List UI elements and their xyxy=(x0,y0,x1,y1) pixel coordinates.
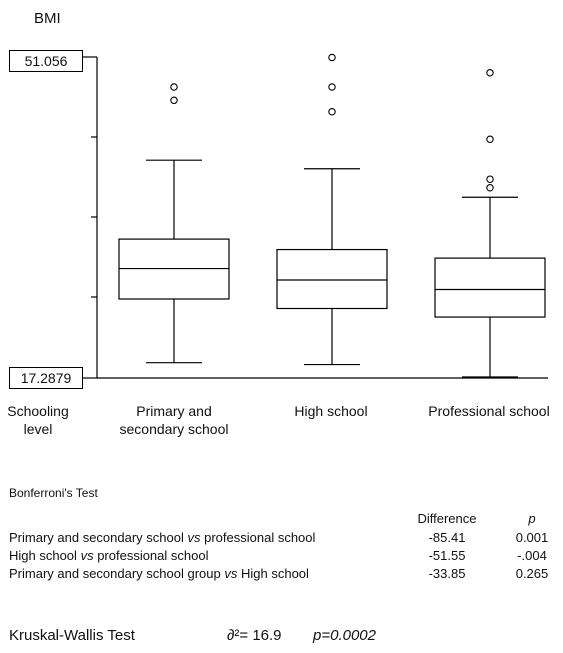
col-header-difference: Difference xyxy=(417,511,477,526)
row-vs: vs xyxy=(224,566,238,581)
category-label-line: High school xyxy=(294,403,368,419)
x-axis-label-line-1: Schooling xyxy=(7,403,69,419)
category-label-line: Primary and xyxy=(136,403,212,419)
y-tick-min: 17.2879 xyxy=(9,367,83,389)
category-label-professional-school: Professional school xyxy=(418,402,560,420)
outlier-point xyxy=(486,68,494,77)
bonferroni-row-3-p: 0.265 xyxy=(515,566,549,581)
y-tick-max: 51.056 xyxy=(9,50,83,72)
row-group-b: professional school xyxy=(97,548,209,563)
row-group-b: High school xyxy=(240,566,309,581)
kruskal-statistic: ∂²= 16.9 xyxy=(227,627,282,644)
row-group-a: High school xyxy=(9,548,77,563)
bonferroni-row-2-difference: -51.55 xyxy=(428,548,466,563)
box-plot xyxy=(82,53,548,379)
y-axis-label: BMI xyxy=(34,10,61,27)
box-iqr xyxy=(434,257,546,318)
col-header-p: p xyxy=(528,511,536,526)
row-group-b: professional school xyxy=(204,530,316,545)
bonferroni-row-1-p: 0.001 xyxy=(515,530,549,545)
outlier-point xyxy=(170,83,178,91)
outlier-point xyxy=(486,184,494,192)
kruskal-p-value: p=0.0002 xyxy=(313,627,376,644)
outlier-point xyxy=(486,175,494,183)
category-label-line: secondary school xyxy=(119,421,229,437)
category-label-high-school: High school xyxy=(279,402,383,420)
category-label-line: Professional school xyxy=(428,403,550,419)
x-axis-label: Schooling level xyxy=(6,402,70,438)
row-vs: vs xyxy=(187,530,201,545)
bonferroni-title: Bonferroni's Test xyxy=(9,486,98,500)
bonferroni-row-1-difference: -85.41 xyxy=(428,530,466,545)
kruskal-label: Kruskal-Wallis Test xyxy=(9,627,135,644)
box-iqr xyxy=(276,248,388,310)
outlier-point xyxy=(170,96,178,105)
bonferroni-row-2-p: -.004 xyxy=(517,548,547,563)
bonferroni-row-3-difference: -33.85 xyxy=(428,566,466,581)
category-label-primary-secondary: Primary and secondary school xyxy=(108,402,240,438)
outlier-point xyxy=(328,53,336,62)
bonferroni-row-3-label: Primary and secondary school group vs Hi… xyxy=(9,566,309,581)
outlier-point xyxy=(486,135,494,144)
outlier-point xyxy=(328,83,336,91)
outlier-point xyxy=(328,107,336,116)
row-vs: vs xyxy=(80,548,94,563)
row-group-a: Primary and secondary school xyxy=(9,530,184,545)
bonferroni-row-1-label: Primary and secondary school vs professi… xyxy=(9,530,315,545)
row-group-a: Primary and secondary school group xyxy=(9,566,221,581)
x-axis-label-line-2: level xyxy=(23,421,53,437)
bonferroni-row-2-label: High school vs professional school xyxy=(9,548,208,563)
